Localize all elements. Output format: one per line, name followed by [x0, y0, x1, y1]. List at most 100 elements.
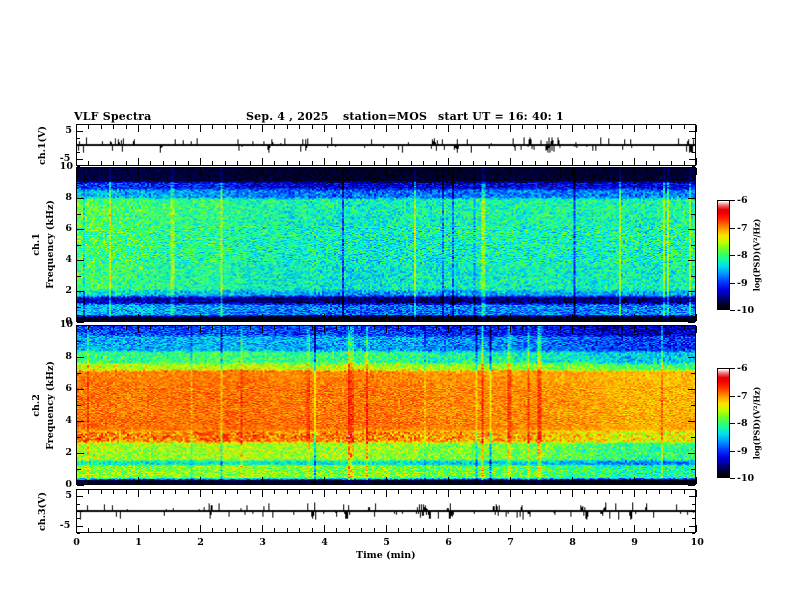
x-major-tick — [696, 168, 697, 175]
ch2-y-tick-label-10: 10 — [59, 319, 74, 330]
x-minor-tick — [560, 317, 561, 321]
x-minor-tick — [498, 480, 499, 484]
y-minor-tick — [77, 214, 81, 215]
y-major-tick — [77, 159, 83, 160]
x-minor-tick — [659, 326, 660, 330]
x-minor-tick — [498, 326, 499, 330]
x-minor-tick — [498, 161, 499, 165]
x-minor-tick — [126, 480, 127, 484]
x-minor-tick — [560, 125, 561, 129]
ch2-colorbar-tick-label-neg6: -6 — [737, 363, 748, 374]
x-minor-tick — [361, 480, 362, 484]
y-major-tick — [77, 145, 83, 146]
x-major-tick — [634, 314, 635, 321]
x-major-tick — [572, 314, 573, 321]
x-minor-tick — [547, 317, 548, 321]
x-major-tick — [200, 158, 201, 165]
x-minor-tick — [150, 168, 151, 172]
x-minor-tick — [287, 161, 288, 165]
x-minor-tick — [212, 161, 213, 165]
y-minor-tick — [691, 245, 695, 246]
ch1-colorbar-tick — [730, 255, 735, 256]
x-minor-tick — [671, 480, 672, 484]
y-major-tick — [688, 357, 695, 358]
x-minor-tick — [498, 490, 499, 494]
x-minor-tick — [522, 125, 523, 129]
y-minor-tick — [691, 341, 695, 342]
y-major-tick — [689, 526, 695, 527]
y-minor-tick — [692, 504, 695, 505]
x-minor-tick — [423, 326, 424, 330]
y-minor-tick — [691, 469, 695, 470]
x-tick-label-7: 7 — [507, 537, 514, 548]
x-minor-tick — [584, 528, 585, 532]
x-minor-tick — [225, 317, 226, 321]
x-major-tick — [76, 314, 77, 321]
y-major-tick — [77, 421, 84, 422]
x-minor-tick — [113, 161, 114, 165]
ch1-colorbar-tick-label-neg7: -7 — [737, 223, 748, 234]
x-minor-tick — [684, 125, 685, 129]
x-minor-tick — [684, 528, 685, 532]
x-major-tick — [386, 490, 387, 497]
ch1-colorbar-tick-label-neg9: -9 — [737, 278, 748, 289]
x-minor-tick — [312, 168, 313, 172]
x-minor-tick — [684, 168, 685, 172]
x-minor-tick — [609, 317, 610, 321]
y-minor-tick — [692, 489, 695, 490]
x-minor-tick — [671, 528, 672, 532]
x-minor-tick — [560, 480, 561, 484]
x-minor-tick — [684, 161, 685, 165]
x-major-tick — [696, 490, 697, 497]
y-minor-tick — [692, 138, 695, 139]
x-minor-tick — [237, 490, 238, 494]
y-major-tick — [688, 325, 695, 326]
x-minor-tick — [535, 480, 536, 484]
x-minor-tick — [659, 161, 660, 165]
x-major-tick — [200, 125, 201, 132]
y-major-tick — [688, 198, 695, 199]
x-minor-tick — [237, 125, 238, 129]
figure-start-ut: start UT = 16: 40: 1 — [438, 110, 564, 123]
y-major-tick — [77, 131, 83, 132]
x-minor-tick — [150, 480, 151, 484]
x-minor-tick — [237, 326, 238, 330]
x-minor-tick — [659, 125, 660, 129]
x-minor-tick — [336, 317, 337, 321]
x-major-tick — [448, 326, 449, 333]
x-major-tick — [138, 525, 139, 532]
x-minor-tick — [473, 326, 474, 330]
x-minor-tick — [349, 125, 350, 129]
x-minor-tick — [584, 125, 585, 129]
y-major-tick — [688, 421, 695, 422]
x-major-tick — [386, 525, 387, 532]
x-minor-tick — [299, 528, 300, 532]
y-minor-tick — [77, 469, 81, 470]
ch2-colorbar-tick — [730, 423, 735, 424]
x-minor-tick — [312, 317, 313, 321]
y-minor-tick — [77, 504, 80, 505]
x-minor-tick — [250, 326, 251, 330]
x-major-tick — [138, 125, 139, 132]
x-minor-tick — [163, 326, 164, 330]
x-minor-tick — [287, 317, 288, 321]
ch2-colorbar-tick-label-neg9: -9 — [737, 446, 748, 457]
x-major-tick — [200, 326, 201, 333]
ch2-colorbar-tick-label-neg10: -10 — [737, 473, 755, 484]
ch1-y-tick-label-0: 0 — [65, 316, 73, 327]
x-minor-tick — [671, 490, 672, 494]
ch2-colorbar — [717, 368, 730, 478]
x-tick-label-10: 10 — [690, 537, 704, 548]
x-minor-tick — [622, 528, 623, 532]
ch1-spectrogram-panel — [76, 167, 696, 322]
x-major-tick — [76, 525, 77, 532]
y-major-tick — [688, 229, 695, 230]
x-minor-tick — [485, 168, 486, 172]
y-minor-tick — [77, 183, 81, 184]
x-major-tick — [448, 490, 449, 497]
x-minor-tick — [188, 161, 189, 165]
y-major-tick — [77, 485, 84, 486]
x-minor-tick — [560, 161, 561, 165]
x-minor-tick — [225, 161, 226, 165]
x-minor-tick — [188, 168, 189, 172]
